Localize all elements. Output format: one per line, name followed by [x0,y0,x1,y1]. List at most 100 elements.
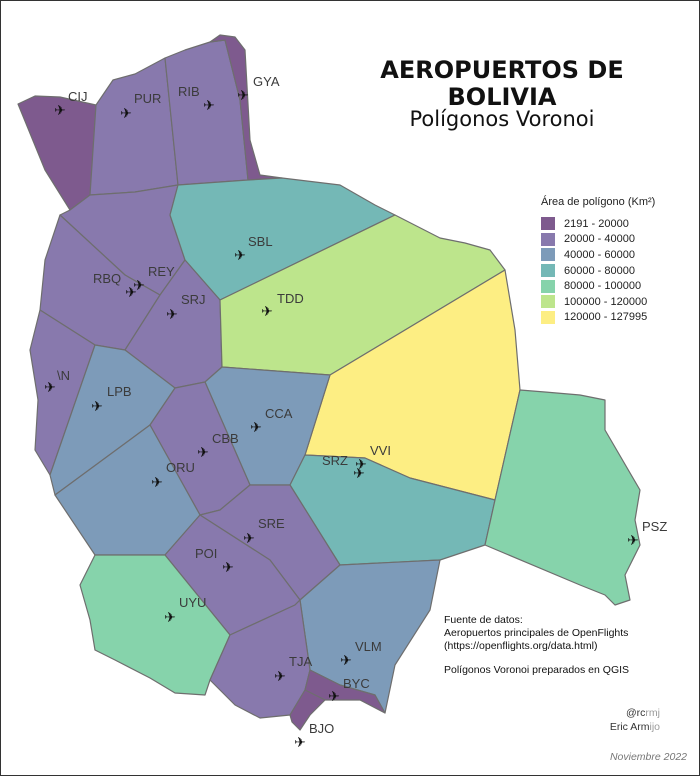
legend-swatch [541,295,555,309]
legend-item: 2191 - 20000 [541,216,655,232]
airplane-icon: ✈ [340,652,352,668]
legend-item: 100000 - 120000 [541,294,655,310]
airport-label-bjo: BJO [309,721,334,736]
airport-label-psz: PSZ [642,519,667,534]
airplane-icon: ✈ [274,668,286,684]
legend-label: 60000 - 80000 [564,264,635,277]
airplane-icon: ✈ [164,609,176,625]
airplane-icon: ✈ [328,688,340,704]
legend: Área de polígono (Km²) 2191 - 20000 2000… [541,196,655,325]
airport-vlm: VLM ✈ [340,639,382,668]
airport-label-lpb: LPB [107,384,132,399]
airport-srz: SRZ ✈ [322,453,365,481]
airport-rbq: RBQ ✈ [93,271,137,300]
airport-rey: REY ✈ [133,264,175,293]
airport-label-tdd: TDD [277,291,304,306]
legend-swatch [541,217,555,231]
data-source-note: Fuente de datos: Aeropuertos principales… [444,614,629,677]
region-psz [484,389,641,606]
region-sbl [169,177,396,301]
airport-label-sre: SRE [258,516,285,531]
legend-swatch [541,279,555,293]
legend-label: 40000 - 60000 [564,248,635,261]
region-uyu [79,554,231,696]
map-date: Noviembre 2022 [609,751,687,763]
airport-label-tja: TJA [289,654,312,669]
airport-tja: TJA ✈ [274,654,312,684]
legend-swatch [541,310,555,324]
airport-cbb: CBB ✈ [197,431,239,460]
airport-cij: CIJ ✈ [54,89,87,118]
airport-label-poi: POI [195,546,217,561]
credit-name: Eric Arm [609,721,650,733]
airport-label-in: \N [57,368,70,383]
map-subtitle: Polígonos Voronoi [409,107,595,131]
airplane-icon: ✈ [203,97,215,113]
airplane-icon: ✈ [222,559,234,575]
airport-label-oru: ORU [166,460,195,475]
airplane-icon: ✈ [151,474,163,490]
airplane-icon: ✈ [261,303,273,319]
airport-rib: RIB ✈ [178,84,215,113]
credit-name-light: ijo [649,721,660,733]
airplane-icon: ✈ [234,247,246,263]
legend-label: 120000 - 127995 [564,311,648,324]
airport-tdd: TDD ✈ [261,291,304,319]
airport-label-cbb: CBB [212,431,239,446]
legend-label: 80000 - 100000 [564,280,642,293]
airport-sbl: SBL ✈ [234,234,272,263]
airport-label-pur: PUR [134,91,161,106]
legend-label: 100000 - 120000 [564,295,648,308]
airport-pur: PUR ✈ [120,91,161,121]
airport-label-cca: CCA [265,406,293,421]
airport-label-gya: GYA [253,74,280,89]
airport-label-byc: BYC [343,676,370,691]
region-gya [209,34,283,181]
airplane-icon: ✈ [250,419,262,435]
airplane-icon: ✈ [133,277,145,293]
airport-label-rbq: RBQ [93,271,121,286]
airplane-icon: ✈ [197,444,209,460]
credit-handle: @rc [626,707,646,719]
credit-handle-light: rmj [645,707,660,719]
airplane-icon: ✈ [91,398,103,414]
legend-label: 2191 - 20000 [564,217,629,230]
airport-uyu: UYU ✈ [164,595,206,625]
airport-label-srj: SRJ [181,292,206,307]
legend-label: 20000 - 40000 [564,233,635,246]
airport-sre: SRE ✈ [243,516,285,546]
airport-label-vlm: VLM [355,639,382,654]
airplane-icon: ✈ [54,102,66,118]
airport-in: \N ✈ [44,368,70,395]
airport-label-sbl: SBL [248,234,273,249]
airport-label-cij: CIJ [68,89,88,104]
airplane-icon: ✈ [237,87,249,103]
source-line: Aeropuertos principales de OpenFlights [444,627,629,639]
airplane-icon: ✈ [125,284,137,300]
airport-oru: ORU ✈ [151,460,195,490]
airplane-icon: ✈ [120,105,132,121]
legend-swatch [541,248,555,262]
airplane-icon: ✈ [166,306,178,322]
airport-bjo: BJO ✈ [294,721,334,750]
airport-label-uyu: UYU [179,595,206,610]
airport-lpb: LPB ✈ [91,384,131,414]
legend-item: 40000 - 60000 [541,247,655,263]
source-heading: Fuente de datos: [444,614,523,626]
airplane-icon: ✈ [353,465,365,481]
airport-label-srz: SRZ [322,453,348,468]
region-bjo [289,689,326,731]
airport-label-vvi: VVI [370,443,391,458]
legend-swatch [541,232,555,246]
airport-psz: PSZ ✈ [627,519,667,548]
legend-title: Área de polígono (Km²) [541,196,656,208]
airport-srj: SRJ ✈ [166,292,205,322]
airplane-icon: ✈ [627,532,639,548]
legend-item: 80000 - 100000 [541,278,655,294]
legend-item: 20000 - 40000 [541,232,655,248]
airplane-icon: ✈ [355,456,367,472]
airport-cca: CCA ✈ [250,406,293,435]
map-title: AEROPUERTOS DE BOLIVIA [380,56,624,111]
source-line: Polígonos Voronoi preparados en QGIS [444,664,630,676]
